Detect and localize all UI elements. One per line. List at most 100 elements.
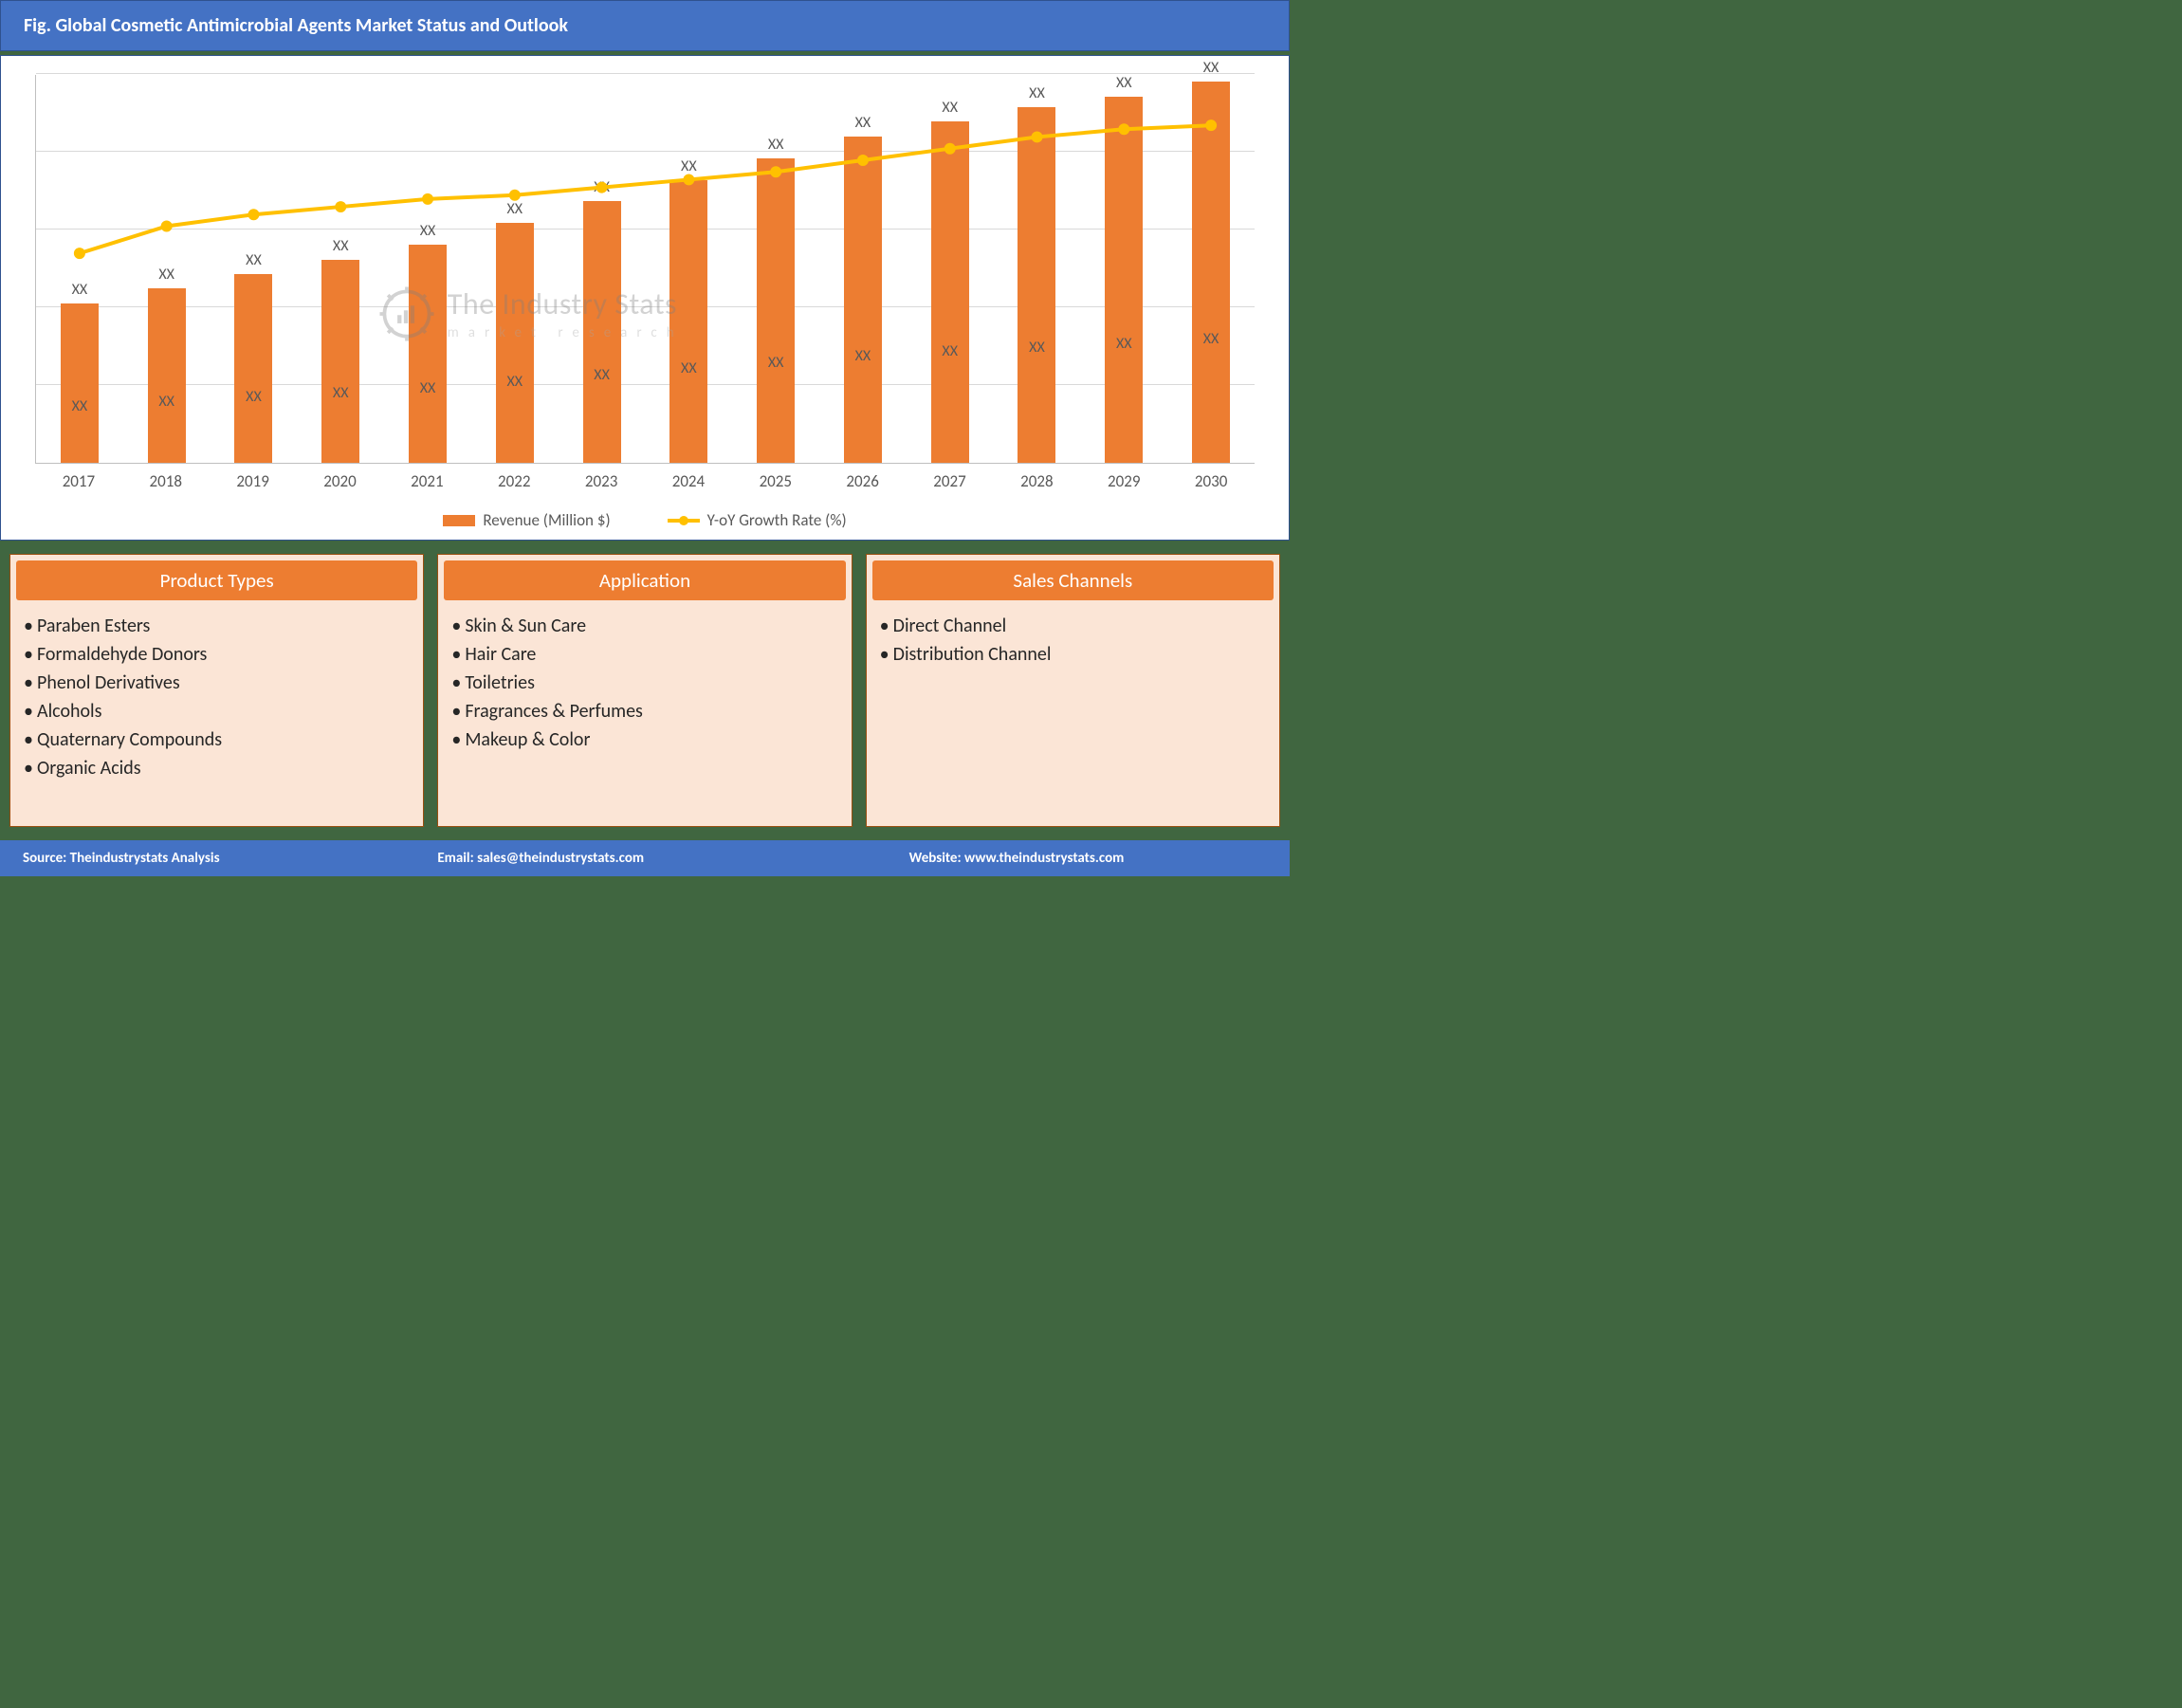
x-tick-label: 2018 <box>122 471 210 491</box>
legend-growth-label: Y-oY Growth Rate (%) <box>707 510 847 530</box>
bar-slot: XX XX <box>123 75 211 463</box>
x-tick-label: 2029 <box>1080 471 1167 491</box>
line-value-label: XX <box>158 266 174 284</box>
category-cards: Product TypesParaben EstersFormaldehyde … <box>0 541 1290 840</box>
card-item: Organic Acids <box>24 754 410 782</box>
x-tick-label: 2028 <box>993 471 1080 491</box>
bar-value-label: XX <box>768 354 784 372</box>
revenue-bar: XXXX <box>496 223 534 463</box>
line-value-label: XX <box>1203 59 1219 77</box>
x-tick-label: 2025 <box>732 471 819 491</box>
line-value-label: XX <box>72 281 88 299</box>
card-item: Phenol Derivatives <box>24 669 410 697</box>
line-value-label: XX <box>594 178 610 196</box>
bar-value-label: XX <box>72 397 88 415</box>
card-header: Product Types <box>16 560 417 600</box>
footer-website: Website: www.theindustrystats.com <box>796 850 1267 867</box>
card-header: Application <box>444 560 845 600</box>
revenue-bar: XXXX <box>931 121 969 463</box>
bar-slot: XXXX <box>907 75 994 463</box>
card-item: Distribution Channel <box>880 640 1266 669</box>
line-value-label: XX <box>420 222 436 240</box>
line-value-label: XX <box>768 136 784 154</box>
footer-bar: Source: Theindustrystats Analysis Email:… <box>0 840 1290 876</box>
line-value-label: XX <box>681 157 697 175</box>
card-item: Skin & Sun Care <box>451 612 837 640</box>
card-body: Paraben EstersFormaldehyde DonorsPhenol … <box>10 600 423 826</box>
chart-panel: XX XX XX XX XX XX XX XX XX XX XX XX XX XX XX XX XX XX XX XX… <box>0 55 1290 541</box>
bar-slot: XXXX <box>1080 75 1167 463</box>
revenue-bar: XXXX <box>148 288 186 463</box>
card-item: Formaldehyde Donors <box>24 640 410 669</box>
revenue-bar: XXXX <box>234 274 272 463</box>
card-item: Quaternary Compounds <box>24 725 410 754</box>
bar-value-label: XX <box>506 373 523 391</box>
legend-revenue-label: Revenue (Million $) <box>483 510 610 530</box>
category-card: Product TypesParaben EstersFormaldehyde … <box>9 554 424 827</box>
x-tick-label: 2021 <box>383 471 470 491</box>
legend-revenue: Revenue (Million $) <box>443 510 610 530</box>
revenue-bar: XXXX <box>61 303 99 463</box>
x-tick-label: 2023 <box>558 471 645 491</box>
infographic-root: Fig. Global Cosmetic Antimicrobial Agent… <box>0 0 1290 876</box>
revenue-bar: XXXX <box>1105 97 1143 463</box>
chart-legend: Revenue (Million $) Y-oY Growth Rate (%) <box>29 510 1260 530</box>
revenue-bar: XXXX <box>1192 82 1230 463</box>
revenue-bar: XXXX <box>844 137 882 463</box>
card-item: Hair Care <box>451 640 837 669</box>
plot-area: XX XX XX XX XX XX XX XX XX XX XX XX XX XX XX XX XX XX XX XX… <box>35 75 1255 464</box>
bar-slot: XX XX <box>732 75 819 463</box>
x-axis-labels: 2017201820192020202120222023202420252026… <box>35 471 1255 491</box>
revenue-bar: XXXX <box>1018 107 1055 463</box>
footer-source: Source: Theindustrystats Analysis <box>23 850 380 867</box>
line-value-label: XX <box>333 237 349 255</box>
line-swatch <box>668 519 700 523</box>
x-tick-label: 2020 <box>297 471 384 491</box>
bar-slot: XX XX <box>645 75 732 463</box>
bar-slot: XX XX <box>36 75 123 463</box>
card-item: Fragrances & Perfumes <box>451 697 837 725</box>
x-tick-label: 2026 <box>819 471 907 491</box>
bar-container: XX XX XX XX XX XX XX XX XX XX XX XX XX XX XX XX XX XX XX XX… <box>36 75 1255 463</box>
category-card: Sales Channels Direct ChannelDistribution… <box>866 554 1280 827</box>
line-value-label: XX <box>1029 84 1045 102</box>
card-item: Toiletries <box>451 669 837 697</box>
bar-slot: XX XX <box>559 75 646 463</box>
bar-slot: XX XX <box>819 75 907 463</box>
bar-value-label: XX <box>855 347 871 365</box>
bar-slot: XXXX <box>994 75 1081 463</box>
legend-growth: Y-oY Growth Rate (%) <box>668 510 847 530</box>
bar-value-label: XX <box>594 366 610 384</box>
card-item: Paraben Esters <box>24 612 410 640</box>
card-item: Direct Channel <box>880 612 1266 640</box>
card-body: Skin & Sun CareHair CareToiletriesFragra… <box>438 600 851 826</box>
bar-slot: XXXX <box>297 75 384 463</box>
revenue-bar: XXXX <box>757 158 795 463</box>
bar-value-label: XX <box>1116 335 1132 353</box>
bar-value-label: XX <box>158 393 174 411</box>
revenue-bar: XXXX <box>409 245 447 463</box>
revenue-bar: XXXX <box>669 180 707 463</box>
bar-slot: XX XX <box>384 75 471 463</box>
x-tick-label: 2030 <box>1167 471 1255 491</box>
bar-value-label: XX <box>1203 330 1219 348</box>
line-value-label: XX <box>506 200 523 218</box>
x-tick-label: 2017 <box>35 471 122 491</box>
bar-value-label: XX <box>420 379 436 397</box>
line-value-label: XX <box>855 114 871 132</box>
category-card: ApplicationSkin & Sun CareHair CareToile… <box>437 554 852 827</box>
bar-slot: XX XX <box>471 75 559 463</box>
x-tick-label: 2027 <box>907 471 994 491</box>
grid-line <box>36 73 1255 74</box>
card-item: Makeup & Color <box>451 725 837 754</box>
revenue-bar: XXXX <box>583 201 621 463</box>
x-tick-label: 2022 <box>470 471 558 491</box>
bar-slot: XXXX <box>1167 75 1255 463</box>
footer-email: Email: sales@theindustrystats.com <box>380 850 795 867</box>
bar-value-label: XX <box>246 388 262 406</box>
card-header: Sales Channels <box>872 560 1274 600</box>
line-value-label: XX <box>246 251 262 269</box>
bar-value-label: XX <box>681 359 697 377</box>
x-tick-label: 2019 <box>210 471 297 491</box>
card-item: Alcohols <box>24 697 410 725</box>
